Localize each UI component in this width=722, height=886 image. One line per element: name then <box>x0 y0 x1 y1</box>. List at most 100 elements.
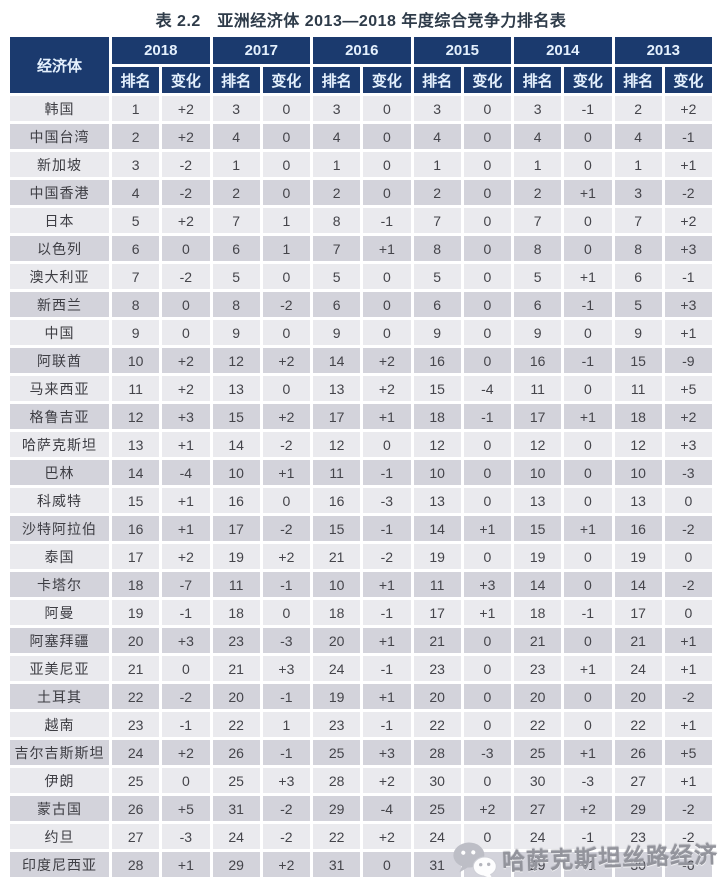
rank-cell: 23 <box>514 656 562 681</box>
change-cell: 0 <box>463 124 511 149</box>
change-cell: -6 <box>664 852 712 877</box>
change-cell: 1 <box>262 712 310 737</box>
rank-cell: 6 <box>212 236 260 261</box>
rank-cell: 19 <box>614 544 662 569</box>
rank-cell: 17 <box>212 516 260 541</box>
table-row: 卡塔尔 18 -7 11 -1 10 +1 11 +3 14 0 14 -2 <box>10 572 712 597</box>
rank-cell: 19 <box>112 600 160 625</box>
change-cell: 1 <box>262 208 310 233</box>
economy-name: 马来西亚 <box>10 376 109 401</box>
rank-cell: 16 <box>112 516 160 541</box>
change-cell: +3 <box>664 236 712 261</box>
rank-cell: 17 <box>614 600 662 625</box>
change-cell: -2 <box>262 292 310 317</box>
table-row: 阿塞拜疆 20 +3 23 -3 20 +1 21 0 21 0 21 +1 <box>10 628 712 653</box>
rank-cell: 7 <box>212 208 260 233</box>
change-cell: +1 <box>664 152 712 177</box>
rank-cell: 12 <box>413 432 461 457</box>
rank-cell: 15 <box>212 404 260 429</box>
rank-cell: 9 <box>614 320 662 345</box>
change-cell: -2 <box>664 180 712 205</box>
rank-cell: 4 <box>514 124 562 149</box>
rank-cell: 4 <box>614 124 662 149</box>
change-cell: +2 <box>262 348 310 373</box>
rank-cell: 17 <box>112 544 160 569</box>
change-cell: -2 <box>664 516 712 541</box>
year-header-2013: 2013 <box>614 37 712 64</box>
change-cell: +1 <box>162 488 210 513</box>
rank-cell: 19 <box>313 684 361 709</box>
rank-cell: 11 <box>614 376 662 401</box>
change-cell: +2 <box>664 96 712 121</box>
change-cell: -1 <box>363 712 411 737</box>
economy-name: 卡塔尔 <box>10 572 109 597</box>
rank-cell: 10 <box>212 460 260 485</box>
rank-cell: 21 <box>514 628 562 653</box>
change-cell: 0 <box>564 320 612 345</box>
rank-cell: 21 <box>313 544 361 569</box>
rank-cell: 7 <box>112 264 160 289</box>
rank-cell: 3 <box>514 96 562 121</box>
change-cell: +1 <box>564 740 612 765</box>
change-cell: +2 <box>162 208 210 233</box>
economy-name: 哈萨克斯坦 <box>10 432 109 457</box>
change-cell: 0 <box>162 656 210 681</box>
table-row: 中国 9 0 9 0 9 0 9 0 9 0 9 +1 <box>10 320 712 345</box>
change-cell: +3 <box>162 628 210 653</box>
change-cell: 0 <box>262 124 310 149</box>
economy-name: 阿塞拜疆 <box>10 628 109 653</box>
rank-cell: 1 <box>413 152 461 177</box>
rank-cell: 22 <box>514 712 562 737</box>
rank-cell: 11 <box>112 376 160 401</box>
change-cell: 0 <box>664 600 712 625</box>
change-cell: -1 <box>262 684 310 709</box>
economy-name: 吉尔吉斯斯坦 <box>10 740 109 765</box>
rank-cell: 8 <box>413 236 461 261</box>
rank-cell: 26 <box>112 796 160 821</box>
change-cell: +1 <box>363 572 411 597</box>
rank-cell: 6 <box>614 264 662 289</box>
change-cell: +1 <box>564 264 612 289</box>
rank-cell: 14 <box>413 516 461 541</box>
year-header-2014: 2014 <box>514 37 612 64</box>
table-row: 中国香港 4 -2 2 0 2 0 2 0 2 +1 3 -2 <box>10 180 712 205</box>
change-cell: -2 <box>262 824 310 849</box>
table-body: 韩国 1 +2 3 0 3 0 3 0 3 -1 2 +2 中国台湾 2 +2 4 0 4 0 4 0 4 0 4 -1 新加坡 3-… <box>10 96 712 877</box>
change-cell: +1 <box>463 600 511 625</box>
rank-cell: 27 <box>514 796 562 821</box>
change-cell: -2 <box>664 572 712 597</box>
table-row: 巴林 14 -4 10 +1 11 -1 10 0 10 0 10 -3 <box>10 460 712 485</box>
rank-cell: 23 <box>313 712 361 737</box>
rank-cell: 16 <box>514 348 562 373</box>
table-row: 新西兰 8 0 8 -2 6 0 6 0 6 -1 5 +3 <box>10 292 712 317</box>
rank-header-2016: 排名 <box>313 67 361 93</box>
rank-cell: 15 <box>413 376 461 401</box>
change-cell: 0 <box>463 656 511 681</box>
change-cell: -7 <box>162 572 210 597</box>
change-cell: +1 <box>564 180 612 205</box>
change-cell: 0 <box>564 712 612 737</box>
rank-cell: 25 <box>212 768 260 793</box>
year-header-2017: 2017 <box>212 37 310 64</box>
change-cell: -3 <box>664 460 712 485</box>
rank-cell: 3 <box>413 96 461 121</box>
change-cell: -2 <box>162 180 210 205</box>
rank-cell: 8 <box>514 236 562 261</box>
change-cell: +2 <box>162 544 210 569</box>
change-cell: -1 <box>564 292 612 317</box>
rank-cell: 13 <box>212 376 260 401</box>
change-cell: -3 <box>363 488 411 513</box>
change-cell: -4 <box>463 376 511 401</box>
change-cell: +2 <box>262 852 310 877</box>
rank-cell: 22 <box>614 712 662 737</box>
rank-cell: 20 <box>514 684 562 709</box>
change-cell: +1 <box>363 628 411 653</box>
change-cell: +2 <box>262 404 310 429</box>
rank-cell: 8 <box>212 292 260 317</box>
rank-cell: 23 <box>212 628 260 653</box>
rank-cell: 23 <box>112 712 160 737</box>
change-cell: -2 <box>162 264 210 289</box>
change-cell: 0 <box>363 432 411 457</box>
ranking-table: 经济体 2018 2017 2016 2015 2014 2013 排名 变化 排名 变化 排名变… <box>7 34 715 880</box>
change-cell: +3 <box>262 656 310 681</box>
